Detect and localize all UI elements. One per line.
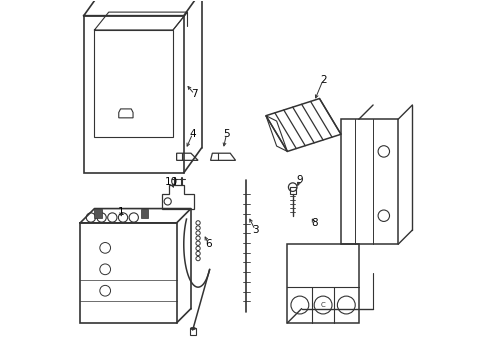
Text: 5: 5 bbox=[223, 129, 229, 139]
Text: 4: 4 bbox=[189, 129, 196, 139]
Bar bbox=[141, 208, 148, 217]
Text: 7: 7 bbox=[191, 89, 198, 99]
Bar bbox=[190, 328, 195, 336]
Bar bbox=[83, 16, 183, 173]
Text: 10: 10 bbox=[164, 177, 178, 187]
Bar bbox=[289, 187, 295, 194]
Bar bbox=[340, 119, 397, 244]
Text: 3: 3 bbox=[251, 225, 258, 235]
Bar bbox=[80, 223, 176, 323]
Text: 6: 6 bbox=[205, 239, 212, 249]
Text: C: C bbox=[320, 302, 325, 308]
Bar bbox=[94, 30, 173, 137]
Text: 1: 1 bbox=[118, 207, 124, 217]
Text: 8: 8 bbox=[310, 218, 317, 228]
Bar bbox=[287, 244, 358, 323]
Text: 2: 2 bbox=[319, 75, 325, 85]
Text: 9: 9 bbox=[296, 175, 303, 185]
Bar bbox=[94, 208, 102, 217]
